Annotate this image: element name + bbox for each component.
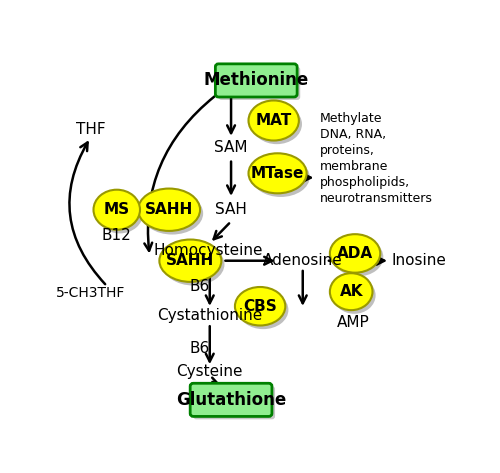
- Text: Methionine: Methionine: [204, 71, 309, 89]
- Text: SAHH: SAHH: [145, 202, 193, 217]
- Text: Homocysteine: Homocysteine: [153, 243, 262, 258]
- Text: SAHH: SAHH: [166, 253, 214, 268]
- Text: CBS: CBS: [243, 299, 277, 314]
- Text: ADA: ADA: [337, 246, 373, 261]
- Text: Methylate
DNA, RNA,
proteins,
membrane
phospholipids,
neurotransmitters: Methylate DNA, RNA, proteins, membrane p…: [320, 112, 433, 205]
- Text: Inosine: Inosine: [392, 253, 446, 268]
- Text: Cystathionine: Cystathionine: [157, 308, 262, 323]
- FancyBboxPatch shape: [216, 64, 297, 97]
- Text: Cysteine: Cysteine: [176, 364, 243, 379]
- Ellipse shape: [252, 104, 302, 144]
- Ellipse shape: [94, 190, 140, 230]
- Ellipse shape: [248, 153, 306, 193]
- Text: SAM: SAM: [214, 140, 248, 155]
- Ellipse shape: [238, 290, 288, 329]
- FancyBboxPatch shape: [218, 67, 300, 100]
- Ellipse shape: [330, 234, 380, 272]
- Text: B6: B6: [190, 341, 210, 356]
- FancyBboxPatch shape: [190, 383, 272, 416]
- Ellipse shape: [333, 277, 376, 314]
- Text: B12: B12: [102, 228, 132, 243]
- Ellipse shape: [162, 243, 224, 286]
- Text: AMP: AMP: [337, 315, 370, 330]
- Text: MAT: MAT: [256, 113, 292, 128]
- Ellipse shape: [235, 287, 286, 325]
- Ellipse shape: [333, 238, 384, 276]
- Text: MTase: MTase: [251, 166, 304, 181]
- FancyBboxPatch shape: [194, 386, 275, 420]
- Text: MS: MS: [104, 202, 130, 217]
- Text: Adenosine: Adenosine: [263, 253, 342, 268]
- Ellipse shape: [252, 157, 310, 197]
- Text: THF: THF: [76, 122, 105, 137]
- Ellipse shape: [160, 239, 222, 282]
- Ellipse shape: [138, 189, 200, 231]
- Text: AK: AK: [340, 284, 363, 299]
- Text: SAH: SAH: [215, 202, 247, 217]
- Text: Glutathione: Glutathione: [176, 391, 286, 409]
- Ellipse shape: [248, 100, 299, 140]
- Ellipse shape: [96, 193, 143, 233]
- Text: B6: B6: [190, 279, 210, 294]
- Ellipse shape: [330, 273, 372, 310]
- Text: 5-CH3THF: 5-CH3THF: [56, 287, 125, 300]
- Ellipse shape: [141, 192, 203, 235]
